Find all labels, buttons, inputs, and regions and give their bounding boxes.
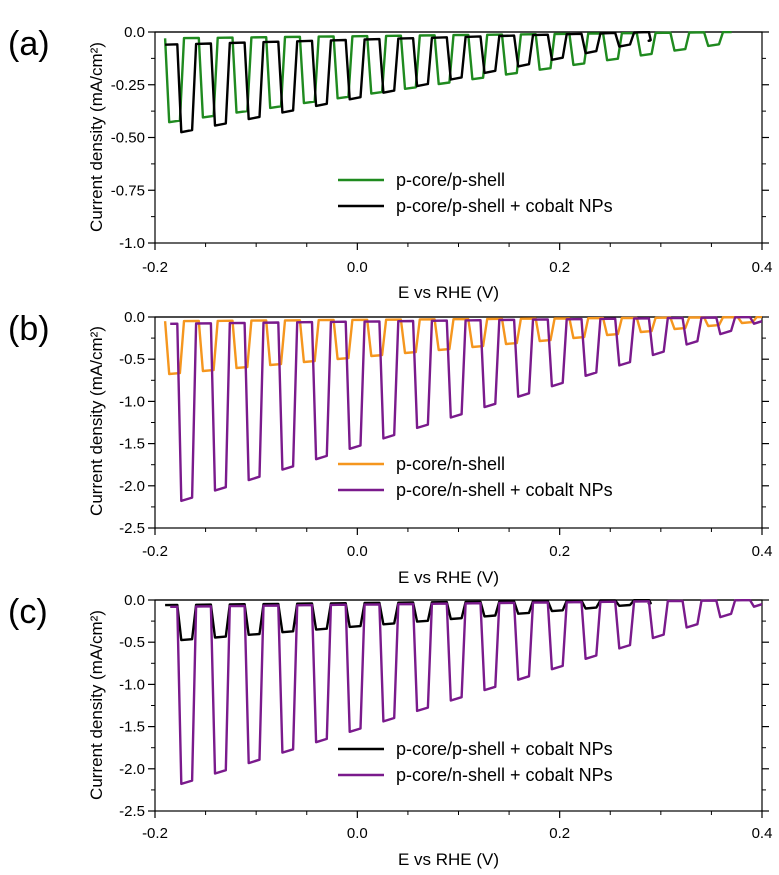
x-tick-label: -0.2	[142, 259, 168, 276]
legend-label-0: p-core/p-shell + cobalt NPs	[396, 739, 613, 759]
x-axis-title: E vs RHE (V)	[398, 568, 499, 587]
legend-label-1: p-core/p-shell + cobalt NPs	[396, 196, 613, 216]
x-tick-label: 0.0	[347, 543, 368, 560]
y-tick-label: -2.0	[119, 761, 145, 778]
panel-label: (c)	[8, 593, 48, 631]
y-tick-label: -1.0	[119, 393, 145, 410]
y-tick-label: -1.0	[119, 676, 145, 693]
x-tick-label: 0.0	[347, 825, 368, 842]
x-tick-label: 0.2	[549, 259, 570, 276]
x-tick-label: -0.2	[142, 543, 168, 560]
series-line-1	[165, 31, 652, 134]
panel-label: (a)	[8, 25, 50, 63]
y-tick-label: -2.5	[119, 803, 145, 820]
y-tick-label: -2.0	[119, 478, 145, 495]
chart-panel-2: 0.0 -0.5 -1.0 -1.5 -2.0 -2.5 -0.2 0.0 0.2 0.4 E vs…	[8, 592, 772, 869]
y-tick-label: -0.25	[111, 77, 145, 94]
y-tick-label: -1.5	[119, 436, 145, 453]
chart-panel-0: 0.0 -0.25 -0.50 -0.75 -1.0 -0.2 0.0 0.2 0.4 E vs …	[8, 24, 772, 302]
x-tick-label: 0.4	[752, 259, 773, 276]
y-tick-label: -1.5	[119, 719, 145, 736]
y-tick-label: -0.5	[119, 634, 145, 651]
y-tick-label: 0.0	[124, 24, 145, 41]
y-axis-title: Current density (mA/cm²)	[87, 42, 106, 232]
y-tick-label: -1.0	[119, 235, 145, 252]
x-axis-title: E vs RHE (V)	[398, 850, 499, 869]
legend-label-0: p-core/n-shell	[396, 454, 505, 474]
x-tick-label: 0.2	[549, 543, 570, 560]
series-line-1	[170, 316, 762, 503]
x-tick-label: -0.2	[142, 825, 168, 842]
x-tick-label: 0.4	[752, 825, 773, 842]
legend-label-0: p-core/p-shell	[396, 170, 505, 190]
y-tick-label: 0.0	[124, 592, 145, 609]
y-tick-label: -0.75	[111, 182, 145, 199]
legend-label-1: p-core/n-shell + cobalt NPs	[396, 480, 613, 500]
y-tick-label: -0.50	[111, 130, 145, 147]
x-tick-label: 0.0	[347, 259, 368, 276]
y-tick-label: -2.5	[119, 520, 145, 537]
series-line-0	[165, 599, 652, 642]
chart-panel-1: 0.0 -0.5 -1.0 -1.5 -2.0 -2.5 -0.2 0.0 0.2 0.4 E vs…	[8, 309, 772, 587]
y-tick-label: -0.5	[119, 351, 145, 368]
series-line-0	[163, 31, 732, 124]
y-tick-label: 0.0	[124, 309, 145, 326]
panel-label: (b)	[8, 310, 50, 348]
x-tick-label: 0.4	[752, 543, 773, 560]
y-axis-title: Current density (mA/cm²)	[87, 610, 106, 800]
y-axis-title: Current density (mA/cm²)	[87, 326, 106, 516]
series-line-1	[170, 599, 762, 786]
legend-label-1: p-core/n-shell + cobalt NPs	[396, 765, 613, 785]
x-tick-label: 0.2	[549, 825, 570, 842]
x-axis-title: E vs RHE (V)	[398, 283, 499, 302]
